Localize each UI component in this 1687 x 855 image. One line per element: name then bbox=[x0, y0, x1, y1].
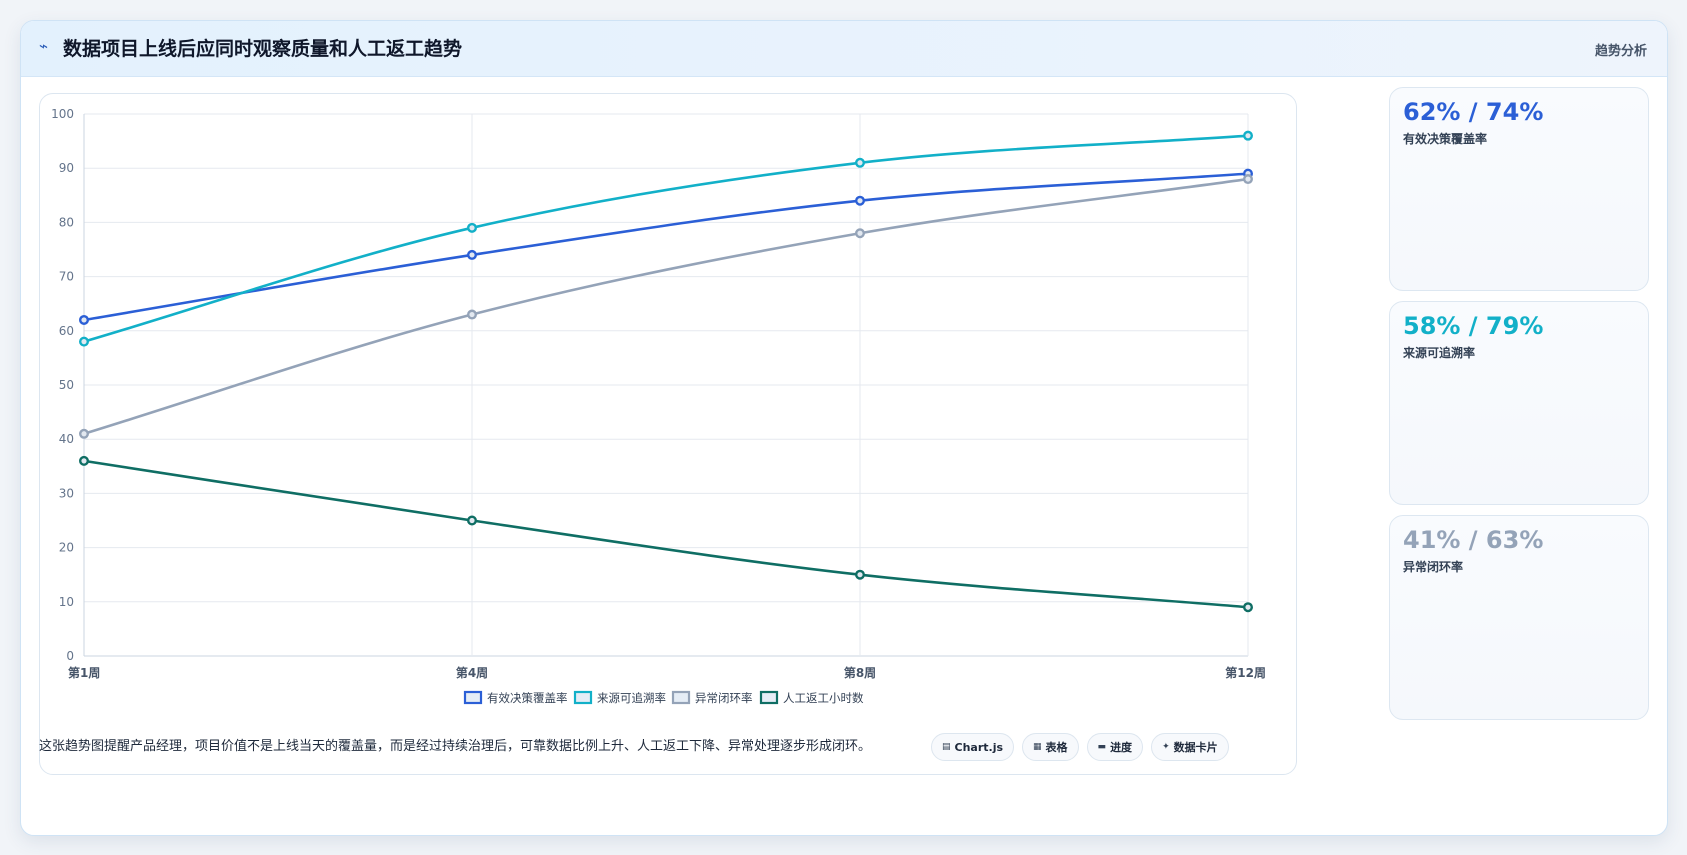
chip-table[interactable]: ▦ 表格 bbox=[1022, 733, 1079, 761]
stat-card-decision-coverage: 62% / 74% 有效决策覆盖率 bbox=[1389, 87, 1649, 291]
data-point bbox=[79, 336, 90, 347]
legend-swatch bbox=[759, 690, 779, 705]
data-point bbox=[1242, 130, 1253, 141]
y-tick-label: 90 bbox=[59, 161, 74, 175]
x-tick-label: 第8周 bbox=[844, 665, 876, 680]
data-point bbox=[467, 249, 478, 260]
legend-label: 异常闭环率 bbox=[695, 691, 753, 705]
line-chart: 0 10 20 30 40 50 60 70 80 90 100 第1周 第4周 第8周 第12周有效决策覆… bbox=[51, 107, 1266, 705]
stat-value: 41% / 63% bbox=[1403, 526, 1544, 554]
data-point bbox=[467, 222, 478, 233]
table-icon: ▦ bbox=[1033, 742, 1042, 752]
stat-value: 58% / 79% bbox=[1403, 312, 1544, 340]
chip-label: Chart.js bbox=[954, 740, 1004, 754]
chart-footnote: 这张趋势图提醒产品经理，项目价值不是上线当天的覆盖量，而是经过持续治理后，可靠数… bbox=[39, 739, 872, 754]
stat-card-exception-closure: 41% / 63% 异常闭环率 bbox=[1389, 515, 1649, 720]
chip-label: 表格 bbox=[1045, 741, 1068, 754]
chart-icon: ▤ bbox=[942, 742, 951, 752]
data-point bbox=[855, 569, 866, 580]
data-point bbox=[79, 428, 90, 439]
y-tick-label: 60 bbox=[59, 324, 74, 338]
data-point bbox=[467, 309, 478, 320]
data-point bbox=[855, 195, 866, 206]
x-tick-label: 第4周 bbox=[456, 665, 488, 680]
stat-label: 异常闭环率 bbox=[1403, 560, 1464, 574]
y-tick-label: 40 bbox=[59, 432, 74, 446]
series-line bbox=[83, 134, 1249, 343]
data-point bbox=[79, 314, 90, 325]
chip-label: 进度 bbox=[1110, 741, 1133, 754]
data-point bbox=[79, 455, 90, 466]
card-header: ⌁ 数据项目上线后应同时观察质量和人工返工趋势 趋势分析 bbox=[21, 21, 1667, 77]
data-point bbox=[1242, 174, 1253, 185]
y-tick-label: 100 bbox=[51, 107, 74, 121]
y-tick-label: 20 bbox=[59, 541, 74, 555]
dashboard-card: ⌁ 数据项目上线后应同时观察质量和人工返工趋势 趋势分析 0 10 20 30 40 50… bbox=[20, 20, 1668, 836]
chip-label: 数据卡片 bbox=[1173, 741, 1218, 754]
y-tick-label: 30 bbox=[59, 486, 74, 500]
card-icon: ✦ bbox=[1162, 742, 1170, 752]
legend-label: 人工返工小时数 bbox=[783, 691, 864, 705]
legend-swatch bbox=[573, 690, 593, 705]
progress-icon: ▬ bbox=[1097, 742, 1107, 752]
legend-label: 有效决策覆盖率 bbox=[487, 691, 568, 705]
data-point bbox=[467, 515, 478, 526]
y-tick-label: 0 bbox=[66, 649, 74, 663]
x-tick-label: 第1周 bbox=[68, 665, 100, 680]
chip-data-card[interactable]: ✦ 数据卡片 bbox=[1151, 733, 1229, 761]
chip-chartjs[interactable]: ▤ Chart.js bbox=[931, 733, 1015, 761]
y-tick-label: 80 bbox=[59, 215, 74, 229]
stat-label: 来源可追溯率 bbox=[1403, 346, 1476, 360]
analysis-tag: 趋势分析 bbox=[1594, 44, 1647, 59]
x-tick-label: 第12周 bbox=[1225, 665, 1266, 680]
trend-icon: ⌁ bbox=[39, 37, 49, 55]
chart-panel: 0 10 20 30 40 50 60 70 80 90 100 第1周 第4周 第8周 第12周有效决策覆… bbox=[39, 93, 1297, 775]
chip-progress[interactable]: ▬ 进度 bbox=[1086, 733, 1144, 761]
series-line bbox=[83, 177, 1249, 436]
y-tick-label: 10 bbox=[59, 595, 74, 609]
stat-card-traceability: 58% / 79% 来源可追溯率 bbox=[1389, 301, 1649, 505]
chip-row: ▤ Chart.js ▦ 表格 ▬ 进度 ✦ 数据卡片 bbox=[931, 733, 1229, 761]
y-tick-label: 70 bbox=[59, 270, 74, 284]
data-point bbox=[855, 157, 866, 168]
y-tick-label: 50 bbox=[59, 378, 74, 392]
series-line bbox=[83, 459, 1249, 609]
stat-label: 有效决策覆盖率 bbox=[1403, 132, 1488, 146]
page-title: 数据项目上线后应同时观察质量和人工返工趋势 bbox=[63, 38, 463, 60]
series-line bbox=[83, 172, 1249, 322]
stat-value: 62% / 74% bbox=[1403, 98, 1544, 126]
legend-swatch bbox=[671, 690, 691, 705]
legend-label: 来源可追溯率 bbox=[597, 691, 666, 705]
data-point bbox=[855, 228, 866, 239]
data-point bbox=[1242, 602, 1253, 613]
legend-swatch bbox=[463, 690, 483, 705]
